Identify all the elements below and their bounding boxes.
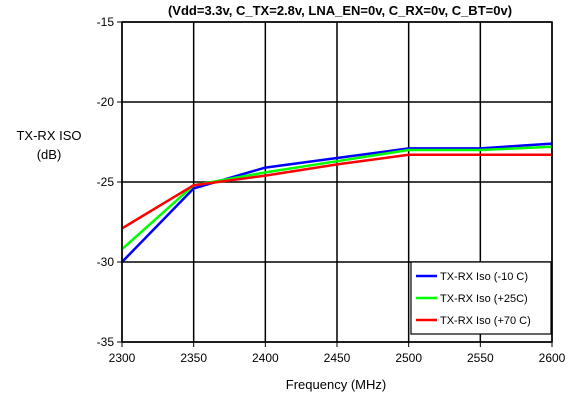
x-tick-label: 2450 [324, 351, 351, 365]
legend-entry-label: TX-RX Iso (+70 C) [440, 315, 531, 327]
y-tick-label: -35 [97, 335, 115, 349]
y-axis-label-line-1: TX-RX ISO [16, 128, 81, 143]
x-tick-label: 2550 [467, 351, 494, 365]
y-tick-label: -25 [97, 175, 115, 189]
x-tick-label: 2500 [395, 351, 422, 365]
x-tick-label: 2350 [180, 351, 207, 365]
y-tick-label: -15 [97, 15, 115, 29]
chart-title: (Vdd=3.3v, C_TX=2.8v, LNA_EN=0v, C_RX=0v… [168, 3, 512, 18]
y-tick-label: -20 [97, 95, 115, 109]
y-axis-label-line-2: (dB) [37, 147, 62, 162]
x-tick-label: 2600 [539, 351, 566, 365]
legend-entry-label: TX-RX Iso (+25C) [440, 293, 528, 305]
x-tick-label: 2300 [109, 351, 136, 365]
legend: TX-RX Iso (-10 C) TX-RX Iso (+25C) TX-RX I… [411, 262, 551, 334]
legend-entry-label: TX-RX Iso (-10 C) [440, 271, 528, 283]
x-axis-label: Frequency (MHz) [286, 377, 386, 392]
x-tick-label: 2400 [252, 351, 279, 365]
y-tick-label: -30 [97, 255, 115, 269]
